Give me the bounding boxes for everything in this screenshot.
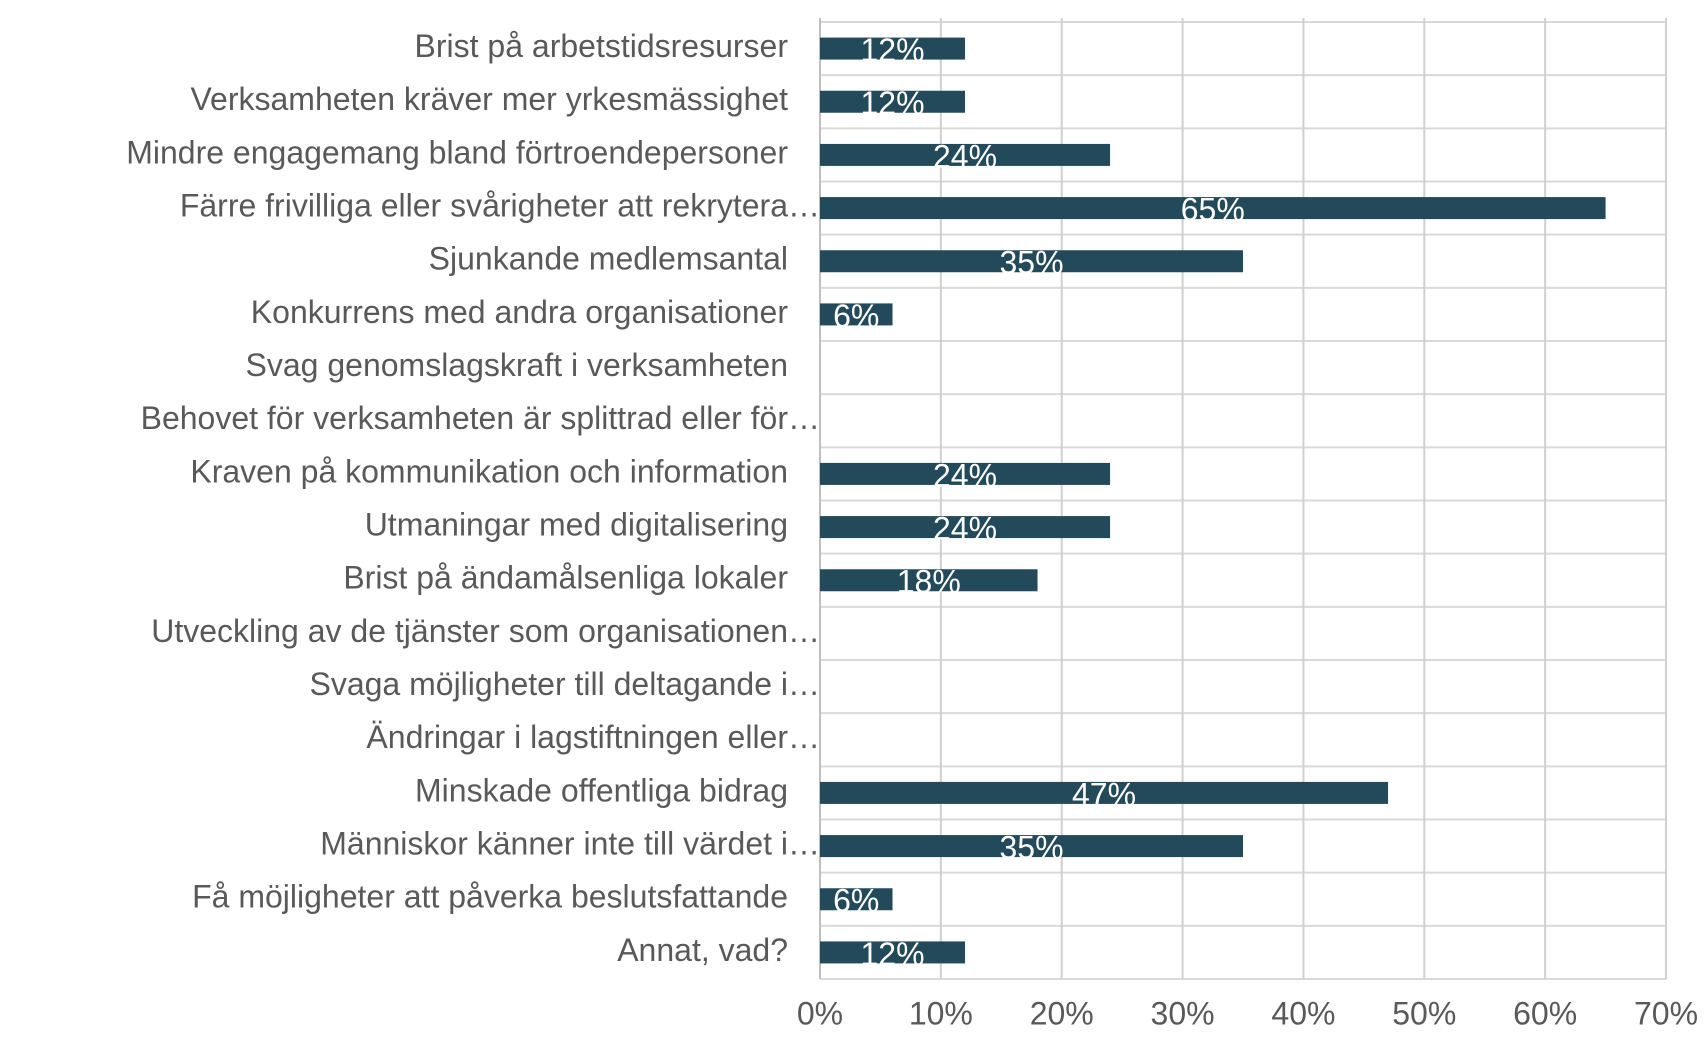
value-label: 35%: [999, 245, 1063, 281]
category-label: Sjunkande medlemsantal: [429, 241, 788, 277]
bar: [820, 303, 893, 326]
category-label: Ändringar i lagstiftningen eller…: [366, 719, 820, 755]
category-label: Utveckling av de tjänster som organisati…: [151, 613, 820, 649]
x-tick-label: 30%: [1151, 995, 1215, 1031]
x-tick-label: 10%: [909, 995, 973, 1031]
category-label: Kraven på kommunikation och information: [190, 453, 788, 489]
x-tick-label: 0%: [797, 995, 843, 1031]
value-label: 47%: [1072, 776, 1136, 812]
value-label: 24%: [933, 511, 997, 547]
bar: [820, 941, 966, 964]
x-tick-label: 70%: [1634, 995, 1698, 1031]
value-label: 12%: [860, 936, 924, 972]
category-label: Utmaningar med digitalisering: [365, 507, 788, 543]
bar: [820, 569, 1038, 592]
bar: [820, 90, 966, 113]
value-label: 6%: [833, 298, 879, 334]
category-label: Annat, vad?: [617, 932, 788, 968]
value-label: 24%: [933, 138, 997, 174]
bar: [820, 250, 1243, 273]
x-tick-label: 20%: [1030, 995, 1094, 1031]
value-label: 6%: [833, 883, 879, 919]
category-label: Svag genomslagskraft i verksamheten: [246, 347, 788, 383]
category-label: Människor känner inte till värdet i…: [320, 826, 820, 862]
category-label: Brist på arbetstidsresurser: [415, 28, 789, 64]
value-label: 65%: [1181, 192, 1245, 228]
x-tick-label: 60%: [1513, 995, 1577, 1031]
bar: [820, 888, 893, 911]
value-label: 35%: [999, 830, 1063, 866]
bar: [820, 781, 1389, 804]
category-label: Svaga möjligheter till deltagande i…: [309, 666, 820, 702]
bar: [820, 143, 1111, 166]
category-label: Konkurrens med andra organisationer: [251, 294, 789, 330]
bar: [820, 37, 966, 60]
x-tick-label: 50%: [1392, 995, 1456, 1031]
bar: [820, 516, 1111, 539]
bar: [820, 835, 1243, 858]
value-label: 12%: [860, 85, 924, 121]
bar: [820, 197, 1606, 220]
category-label: Behovet för verksamheten är splittrad el…: [141, 400, 820, 436]
category-label: Brist på ändamålsenliga lokaler: [343, 560, 788, 596]
category-label: Färre frivilliga eller svårigheter att r…: [180, 188, 820, 224]
value-label: 12%: [860, 32, 924, 68]
category-label: Verksamheten kräver mer yrkesmässighet: [190, 81, 788, 117]
value-label: 18%: [897, 564, 961, 600]
category-label: Få möjligheter att påverka beslutsfattan…: [192, 879, 788, 915]
bar: [820, 462, 1111, 485]
category-label: Mindre engagemang bland förtroendeperson…: [126, 134, 788, 170]
x-tick-label: 40%: [1271, 995, 1335, 1031]
value-label: 24%: [933, 457, 997, 493]
category-label: Minskade offentliga bidrag: [415, 772, 788, 808]
